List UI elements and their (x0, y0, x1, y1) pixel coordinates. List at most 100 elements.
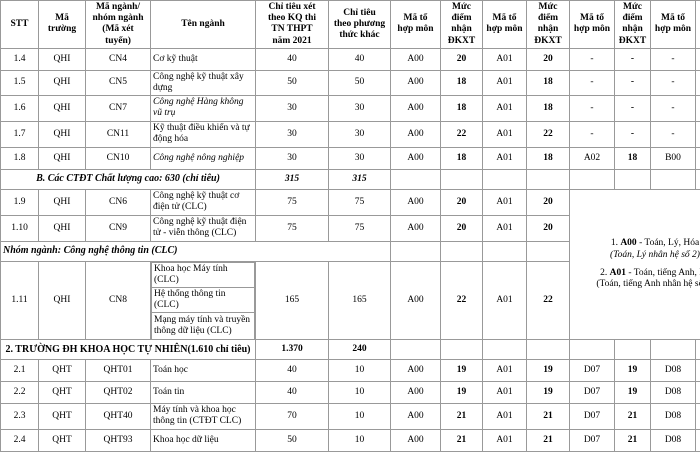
cell-ten-nganh: Công nghệ kỹ thuật xây dựng (151, 70, 256, 95)
cell-ten-nganh: Công nghệ kỹ thuật điện tử - viễn thông … (151, 215, 256, 241)
cell-muc-diem-2: 21 (527, 403, 570, 429)
section-2-blank-1 (391, 339, 441, 359)
table-row: 1.6 QHI CN7 Công nghệ Hàng không vũ trụ … (1, 96, 700, 121)
note-line-2-sub: (Toán, tiếng Anh nhân hệ số 2) (572, 279, 700, 290)
table-row: 1.4 QHI CN4 Cơ kỹ thuật 40 40 A00 20 A01… (1, 48, 700, 70)
table-row: 1.7 QHI CN11 Kỹ thuật điều khiển và tự đ… (1, 121, 700, 147)
header-ma-truong: Mã trường (39, 1, 86, 49)
cell-muc-diem-3: 21 (615, 429, 651, 451)
header-muc-diem-2-line1: Mức (539, 2, 558, 12)
section-b-label: B. Các CTĐT Chất lượng cao: 630 (chỉ tiê… (1, 169, 256, 189)
cell-ma-nganh: CN11 (86, 121, 151, 147)
cell-ma-to-hop-2: A01 (483, 70, 527, 95)
major-sub-row: Mạng máy tính và truyền thông dữ liệu (C… (152, 313, 255, 339)
cell-ma-nganh: QHT02 (86, 381, 151, 403)
cell-stt: 1.11 (1, 261, 39, 339)
group-blank-1 (391, 241, 441, 261)
cell-muc-diem-4: - (696, 96, 700, 121)
major-sub-row: Khoa học Máy tính (CLC) (152, 262, 255, 287)
cell-ten-nganh: Công nghệ Hàng không vũ trụ (151, 96, 256, 121)
cell-ma-to-hop-2: A01 (483, 403, 527, 429)
header-ct-thpt-line4: năm 2021 (272, 36, 311, 46)
cell-muc-diem-2: 20 (527, 48, 570, 70)
header-ma-to-2-line2: hợp môn (486, 24, 522, 34)
header-muc-diem-1-line3: nhận (451, 24, 472, 34)
cell-muc-diem-2: 22 (527, 261, 570, 339)
cell-ma-truong: QHT (39, 403, 86, 429)
cell-ma-truong: QHI (39, 189, 86, 215)
cell-ma-to-hop-2: A01 (483, 189, 527, 215)
cell-chi-tieu-thpt: 40 (256, 48, 329, 70)
cell-chi-tieu-khac: 10 (329, 429, 391, 451)
note-2-code: A01 (610, 268, 626, 278)
cell-chi-tieu-khac: 10 (329, 359, 391, 381)
cell-ma-to-hop-2: A01 (483, 261, 527, 339)
section-2-label: 2. TRƯỜNG ĐH KHOA HỌC TỰ NHIÊN(1.610 chỉ… (1, 339, 256, 359)
cell-ma-to-hop-2: A01 (483, 429, 527, 451)
major-name: Khoa học Máy tính (CLC) (152, 262, 255, 287)
cell-ma-to-hop-1: A00 (391, 147, 441, 169)
cell-ma-to-hop-2: A01 (483, 48, 527, 70)
cell-muc-diem-2: 22 (527, 121, 570, 147)
header-ma-to-3-line1: Mã tổ (580, 13, 604, 23)
cell-ten-nganh: Cơ kỹ thuật (151, 48, 256, 70)
cell-muc-diem-4: 21 (696, 429, 700, 451)
cell-stt: 2.1 (1, 359, 39, 381)
cell-ma-truong: QHT (39, 429, 86, 451)
cell-stt: 1.4 (1, 48, 39, 70)
section-b-blank-2 (441, 169, 483, 189)
header-ma-to-4-line1: Mã tổ (661, 13, 685, 23)
header-muc-diem-3-line3: nhận (622, 24, 643, 34)
header-ma-truong-line1: Mã (55, 13, 69, 23)
cell-stt: 1.6 (1, 96, 39, 121)
cell-ma-to-hop-4: D08 (651, 359, 696, 381)
cell-muc-diem-2: 21 (527, 429, 570, 451)
cell-ten-nganh: Công nghệ nông nghiệp (151, 147, 256, 169)
section-b-ct2: 315 (329, 169, 391, 189)
cell-chi-tieu-thpt: 50 (256, 70, 329, 95)
cell-ma-to-hop-1: A00 (391, 215, 441, 241)
cell-ma-to-hop-3: D07 (570, 429, 615, 451)
cell-ma-to-hop-4: - (651, 70, 696, 95)
note-line-1: 1. A00 - Toán, Lý, Hóa (572, 238, 700, 249)
cell-ma-truong: QHI (39, 96, 86, 121)
header-ma-to-1-line2: hợp môn (397, 24, 433, 34)
cell-ma-to-hop-1: A00 (391, 429, 441, 451)
cell-ten-nganh: Công nghệ kỹ thuật cơ điện tử (CLC) (151, 189, 256, 215)
table-row: 1.8 QHI CN10 Công nghệ nông nghiệp 30 30… (1, 147, 700, 169)
cell-muc-diem-1: 19 (441, 359, 483, 381)
cell-ma-to-hop-3: - (570, 96, 615, 121)
cell-muc-diem-3: - (615, 70, 651, 95)
header-row: STT Mã trường Mã ngành/ nhóm ngành (Mã x… (1, 1, 700, 49)
header-ct-khac-line1: Chỉ tiêu (343, 8, 375, 18)
cell-muc-diem-1: 21 (441, 403, 483, 429)
section-b-ct1: 315 (256, 169, 329, 189)
header-ma-nganh-line3: (Mã xét (102, 24, 133, 34)
cell-ma-to-hop-3: - (570, 70, 615, 95)
cell-muc-diem-3: 19 (615, 381, 651, 403)
cell-muc-diem-2: 20 (527, 215, 570, 241)
cell-stt: 1.9 (1, 189, 39, 215)
header-muc-diem-3-line1: Mức (623, 2, 642, 12)
cell-chi-tieu-khac: 75 (329, 215, 391, 241)
cell-muc-diem-1: 20 (441, 48, 483, 70)
cell-ma-to-hop-4: B00 (651, 147, 696, 169)
cell-chi-tieu-thpt: 30 (256, 147, 329, 169)
header-muc-diem-1-line4: ĐKXT (448, 36, 475, 46)
header-stt-text: STT (11, 19, 29, 29)
header-muc-diem-1: Mức điểm nhận ĐKXT (441, 1, 483, 49)
cell-ma-truong: QHI (39, 261, 86, 339)
cell-ma-nganh: QHT40 (86, 403, 151, 429)
note-2-num: 2. (600, 268, 610, 278)
cell-stt: 1.7 (1, 121, 39, 147)
header-ma-to-hop-4: Mã tổ hợp môn (651, 1, 696, 49)
cell-stt: 2.4 (1, 429, 39, 451)
section-b-blank-4 (527, 169, 570, 189)
section-2-blank-7 (651, 339, 696, 359)
cell-ma-to-hop-4: - (651, 121, 696, 147)
major-name: Hệ thống thông tin (CLC) (152, 288, 255, 313)
cell-ma-to-hop-4: D08 (651, 429, 696, 451)
note-1-num: 1. (611, 238, 621, 248)
group-label-cntt: Nhóm ngành: Công nghệ thông tin (CLC) (1, 241, 391, 261)
note-2-rest: - Toán, tiếng Anh, Lý (626, 268, 700, 278)
